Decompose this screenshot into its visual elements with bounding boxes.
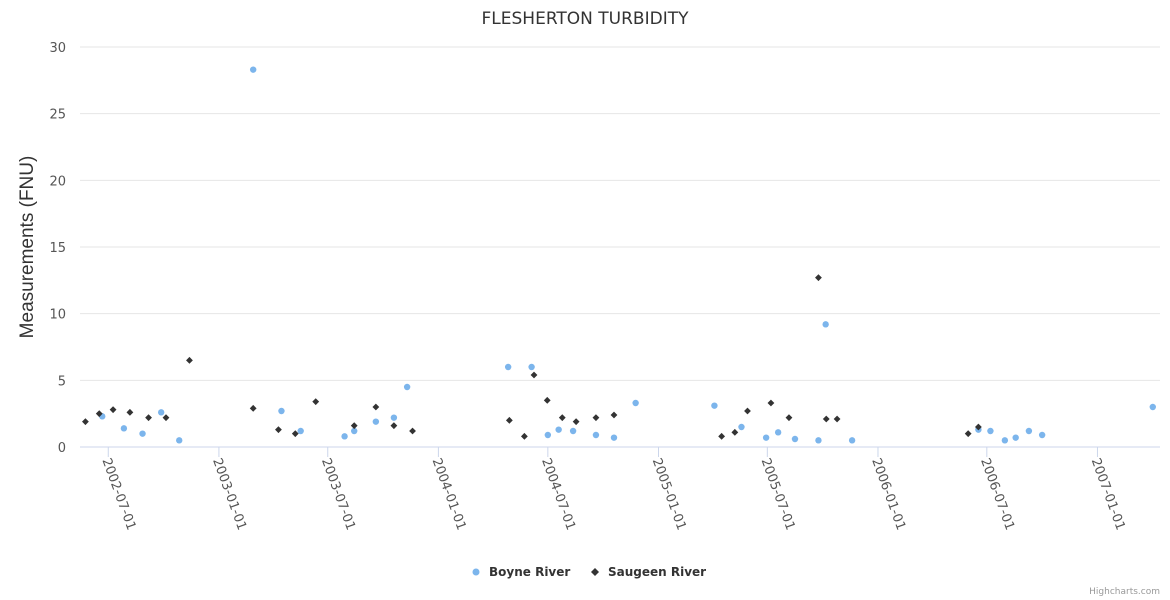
data-point[interactable]: [1012, 434, 1019, 441]
data-point[interactable]: [275, 426, 282, 434]
data-point[interactable]: [249, 66, 257, 73]
data-point[interactable]: [120, 425, 128, 432]
data-point[interactable]: [1149, 403, 1156, 411]
data-point[interactable]: [544, 431, 552, 439]
data-point[interactable]: [744, 407, 751, 415]
data-point[interactable]: [762, 434, 770, 441]
data-point[interactable]: [738, 423, 745, 431]
data-point[interactable]: [278, 407, 285, 415]
data-point[interactable]: [610, 434, 618, 441]
y-grid: [80, 46, 1160, 381]
data-point[interactable]: [774, 429, 782, 436]
data-point[interactable]: [1025, 427, 1033, 435]
data-point[interactable]: [572, 418, 580, 426]
data-point[interactable]: [822, 415, 830, 423]
data-point[interactable]: [249, 404, 257, 412]
data-point[interactable]: [822, 321, 829, 328]
data-point[interactable]: [157, 409, 165, 416]
data-point[interactable]: [718, 432, 726, 440]
data-point[interactable]: [767, 399, 775, 407]
credits-link[interactable]: Highcharts.com: [1089, 587, 1160, 597]
data-point[interactable]: [555, 426, 562, 433]
data-point[interactable]: [297, 427, 304, 435]
data-point[interactable]: [791, 435, 799, 443]
data-point[interactable]: [176, 437, 183, 444]
legend-item-saugeen[interactable]: Saugeen River: [591, 565, 706, 579]
y-tick-label: 5: [58, 374, 66, 389]
data-point[interactable]: [558, 414, 566, 422]
data-point[interactable]: [964, 430, 972, 438]
data-point[interactable]: [610, 411, 618, 419]
legend-item-boyne[interactable]: Boyne River: [472, 565, 571, 579]
data-point[interactable]: [528, 363, 535, 371]
data-point[interactable]: [833, 415, 841, 423]
data-point[interactable]: [632, 399, 639, 407]
data-point[interactable]: [372, 403, 380, 411]
data-point[interactable]: [145, 414, 152, 422]
y-tick-label: 0: [58, 441, 66, 456]
data-point[interactable]: [504, 363, 512, 371]
data-point[interactable]: [592, 431, 600, 439]
data-point[interactable]: [815, 274, 822, 282]
y-tick-labels: 0 5 10 15 20 25 30: [49, 41, 66, 456]
data-point[interactable]: [785, 414, 793, 422]
data-point[interactable]: [1001, 437, 1009, 444]
data-point[interactable]: [351, 427, 358, 435]
data-point[interactable]: [139, 430, 146, 437]
legend-boyne-label: Boyne River: [489, 565, 570, 579]
y-tick-label: 30: [49, 41, 66, 56]
legend-saugeen-symbol: [591, 568, 599, 576]
data-point[interactable]: [312, 398, 320, 406]
series-saugeen-river: [82, 274, 982, 440]
data-point[interactable]: [520, 432, 528, 440]
series-layer: [82, 66, 1156, 444]
data-point[interactable]: [186, 356, 193, 364]
legend-boyne-symbol: [472, 568, 480, 576]
data-point[interactable]: [126, 408, 134, 416]
y-axis-title: Measurements (FNU): [17, 156, 38, 339]
data-point[interactable]: [372, 418, 380, 425]
data-point[interactable]: [974, 423, 982, 431]
data-point[interactable]: [505, 416, 513, 424]
data-point[interactable]: [592, 414, 600, 422]
data-point[interactable]: [543, 396, 551, 404]
y-tick-label: 20: [49, 174, 66, 189]
data-point[interactable]: [390, 414, 398, 421]
data-point[interactable]: [1038, 431, 1046, 439]
y-tick-label: 10: [49, 308, 66, 323]
data-point[interactable]: [291, 430, 299, 438]
data-point[interactable]: [95, 410, 103, 418]
y-tick-label: 25: [49, 108, 66, 123]
data-point[interactable]: [848, 437, 856, 444]
data-point[interactable]: [350, 422, 358, 430]
legend-saugeen-label: Saugeen River: [608, 565, 706, 579]
data-point[interactable]: [403, 383, 411, 391]
data-point[interactable]: [390, 422, 398, 430]
data-point[interactable]: [341, 433, 348, 440]
series-boyne-river: [99, 66, 1156, 444]
data-point[interactable]: [162, 414, 170, 422]
data-point[interactable]: [82, 418, 89, 426]
data-point[interactable]: [987, 427, 994, 435]
chart-title: FLESHERTON TURBIDITY: [482, 9, 690, 29]
data-point[interactable]: [731, 428, 739, 436]
data-point[interactable]: [409, 427, 416, 435]
data-point[interactable]: [530, 371, 538, 379]
data-point[interactable]: [815, 437, 822, 444]
data-point[interactable]: [569, 427, 577, 435]
legend: Boyne River Saugeen River: [472, 565, 706, 579]
data-point[interactable]: [109, 406, 117, 414]
data-point[interactable]: [711, 402, 718, 409]
x-tick-marks: [107, 447, 1098, 457]
y-tick-label: 15: [49, 241, 66, 256]
